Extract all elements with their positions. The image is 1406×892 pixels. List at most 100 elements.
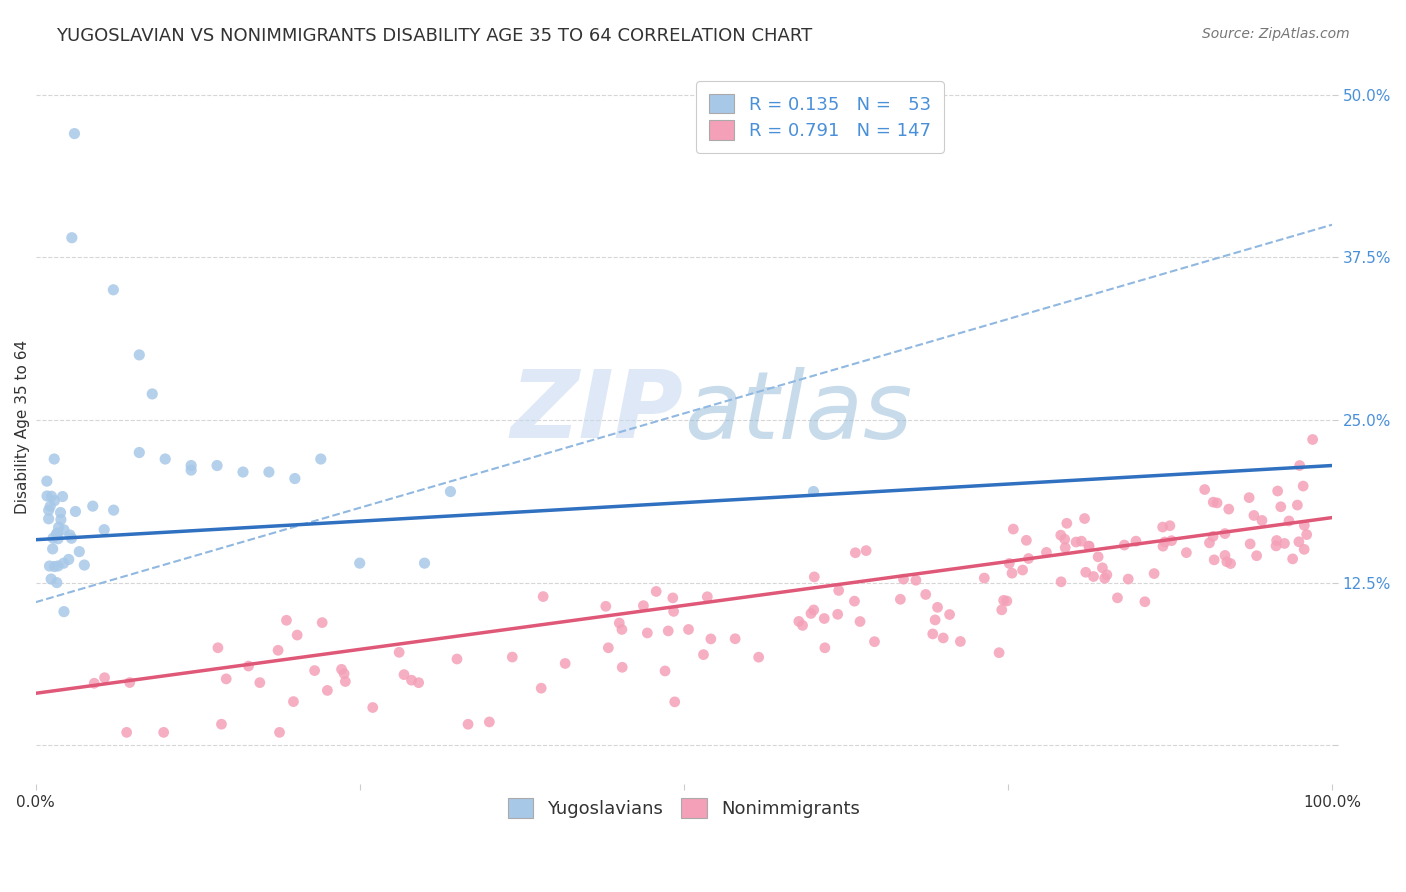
Point <box>284 471 307 485</box>
Point <box>457 717 479 731</box>
Point <box>748 650 770 665</box>
Point <box>46 558 69 573</box>
Point <box>636 626 658 640</box>
Point <box>1064 535 1087 549</box>
Point <box>938 607 960 622</box>
Point <box>1049 528 1071 542</box>
Point <box>1294 518 1316 533</box>
Point <box>67 544 90 558</box>
Point <box>657 624 679 638</box>
Point <box>304 664 326 678</box>
Point <box>83 676 105 690</box>
Point <box>1143 566 1166 581</box>
Text: Source: ZipAtlas.com: Source: ZipAtlas.com <box>1202 27 1350 41</box>
Point <box>1302 433 1324 447</box>
Point <box>993 593 1015 607</box>
Point <box>678 623 700 637</box>
Point <box>1001 566 1024 581</box>
Point <box>1286 498 1309 512</box>
Point <box>316 683 339 698</box>
Point <box>1074 566 1097 580</box>
Point <box>1194 483 1216 497</box>
Point <box>664 695 686 709</box>
Point <box>1202 495 1225 509</box>
Point <box>1274 536 1296 550</box>
Point <box>849 615 872 629</box>
Point <box>180 463 202 477</box>
Point <box>41 489 63 503</box>
Point <box>998 557 1021 571</box>
Point <box>1116 572 1139 586</box>
Point <box>814 640 837 655</box>
Point <box>1206 496 1229 510</box>
Point <box>1295 527 1317 541</box>
Point <box>45 526 67 541</box>
Point <box>211 717 233 731</box>
Point <box>1267 483 1289 498</box>
Point <box>232 465 254 479</box>
Point <box>311 615 333 630</box>
Point <box>1216 555 1239 569</box>
Point <box>662 591 685 605</box>
Point <box>118 675 141 690</box>
Point <box>501 650 523 665</box>
Point <box>1095 567 1118 582</box>
Point <box>392 667 415 681</box>
Point <box>531 590 554 604</box>
Point <box>1202 529 1225 543</box>
Point <box>269 725 291 739</box>
Point <box>904 574 927 588</box>
Point <box>309 452 332 467</box>
Point <box>283 695 305 709</box>
Point <box>696 590 718 604</box>
Point <box>1239 537 1261 551</box>
Point <box>1107 591 1129 605</box>
Point <box>349 556 371 570</box>
Point <box>439 484 461 499</box>
Point <box>844 594 866 608</box>
Point <box>58 552 80 566</box>
Point <box>38 512 60 526</box>
Point <box>330 662 353 676</box>
Point <box>800 607 823 621</box>
Point <box>46 526 69 541</box>
Point <box>249 675 271 690</box>
Point <box>152 725 174 739</box>
Point <box>38 503 60 517</box>
Point <box>333 666 356 681</box>
Point <box>1077 540 1099 554</box>
Point <box>949 634 972 648</box>
Point <box>645 584 668 599</box>
Point <box>52 556 75 570</box>
Point <box>63 127 86 141</box>
Point <box>1078 539 1101 553</box>
Point <box>60 231 83 245</box>
Point <box>401 673 423 688</box>
Point <box>607 615 630 630</box>
Point <box>52 523 75 537</box>
Point <box>48 520 70 534</box>
Point <box>1288 534 1310 549</box>
Point <box>115 725 138 739</box>
Point <box>1175 546 1198 560</box>
Point <box>1015 533 1038 548</box>
Point <box>45 575 67 590</box>
Point <box>1087 549 1109 564</box>
Point <box>828 583 851 598</box>
Point <box>932 631 955 645</box>
Point <box>1018 551 1040 566</box>
Point <box>1219 557 1241 571</box>
Point <box>44 559 66 574</box>
Point <box>893 572 915 586</box>
Point <box>827 607 849 622</box>
Point <box>38 559 60 574</box>
Point <box>973 571 995 585</box>
Point <box>530 681 553 696</box>
Point <box>1133 595 1156 609</box>
Point <box>46 532 69 546</box>
Point <box>813 611 835 625</box>
Point <box>995 594 1018 608</box>
Point <box>59 528 82 542</box>
Point <box>803 484 825 499</box>
Point <box>921 627 943 641</box>
